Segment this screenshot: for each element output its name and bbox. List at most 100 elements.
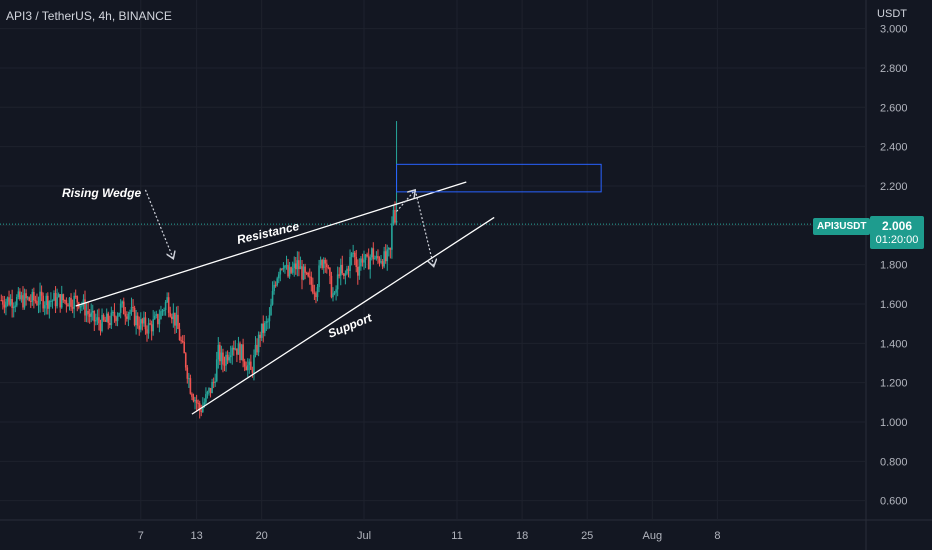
candle-body (133, 307, 136, 326)
candle-body (240, 344, 243, 361)
support-label: Support (326, 310, 375, 341)
price-tick-label: 2.600 (880, 102, 908, 114)
candle-body (254, 344, 257, 356)
candle-body (332, 293, 334, 298)
candle-body (202, 405, 204, 412)
currency-label[interactable]: USDT (877, 8, 907, 20)
last-price-badge: 2.006 01:20:00 (870, 216, 924, 249)
candle-body (274, 284, 277, 286)
candle-body (50, 300, 52, 302)
candle-body (305, 272, 308, 274)
candle-body (281, 268, 283, 270)
candle-body (175, 314, 178, 326)
candle-body (47, 295, 49, 309)
candle-body (343, 273, 345, 276)
candle-body (295, 263, 297, 270)
candle-body (372, 248, 375, 260)
candle-body (144, 317, 147, 330)
candle-body (361, 258, 364, 263)
candle-body (355, 256, 358, 268)
candle-body (9, 298, 12, 305)
pattern-pointer-arrow (144, 189, 173, 259)
candle-body (93, 311, 96, 322)
candle-body (339, 264, 342, 276)
candle-body (257, 334, 260, 353)
candle-body (357, 267, 359, 276)
candle-body (101, 314, 103, 331)
candle-body (186, 367, 189, 379)
candle-body (53, 293, 55, 301)
candle-body (250, 361, 252, 370)
candle-body (150, 324, 153, 332)
candle-body (271, 291, 274, 305)
candle-body (2, 300, 4, 305)
candle-body (135, 315, 137, 326)
candle-body (298, 260, 300, 270)
candle-body (377, 255, 379, 259)
candle-body (383, 251, 385, 267)
candle-body (178, 328, 181, 341)
candle-body (220, 352, 223, 362)
candle-body (56, 297, 58, 307)
candle-body (313, 292, 316, 294)
candle-body (330, 275, 333, 298)
candle-body (115, 317, 117, 322)
candle-body (225, 354, 227, 366)
candle-body (307, 272, 309, 277)
time-axis-ticks: 7 13 20 Jul 11 18 25 Aug 8 (138, 530, 721, 542)
candle-body (192, 396, 195, 402)
candle-body (237, 343, 240, 355)
candle-body (19, 291, 21, 300)
candle-body (203, 402, 206, 406)
candle-body (277, 274, 280, 279)
candle-body (324, 259, 327, 264)
candle-body (391, 223, 393, 250)
candle-body (321, 259, 323, 269)
candle-body (98, 317, 100, 324)
candle-body (33, 291, 35, 301)
candle-body (149, 323, 151, 325)
candle-body (184, 353, 187, 368)
candle-body (146, 329, 148, 334)
candle-body (206, 391, 209, 395)
candle-body (84, 299, 86, 316)
candle-body (67, 304, 69, 307)
target-zone-box (396, 163, 602, 193)
candle-body (22, 295, 24, 308)
candle-body (76, 296, 79, 303)
candle-body (181, 341, 184, 343)
price-tick-label: 1.200 (880, 378, 908, 390)
candle-body (90, 312, 92, 317)
candle-body (59, 294, 61, 308)
candle-body (6, 297, 9, 302)
price-tick-label: 3.000 (880, 24, 908, 36)
candle-body (25, 293, 27, 299)
candle-body (191, 393, 193, 397)
candle-body (147, 323, 150, 334)
candle-body (217, 344, 220, 360)
candle-body (226, 354, 229, 361)
candle-body (188, 378, 190, 380)
candle-body (91, 311, 94, 313)
time-tick-label: Jul (357, 530, 371, 542)
candle-body (364, 254, 367, 260)
candle-body (291, 268, 294, 273)
candle-body (341, 264, 344, 274)
candle-body (270, 304, 272, 316)
candle-body (23, 293, 26, 308)
candle-body (153, 315, 156, 320)
candle-body (163, 309, 165, 311)
candle-body (366, 254, 368, 257)
candle-body (248, 361, 251, 366)
symbol-title[interactable]: API3 / TetherUS, 4h, BINANCE (6, 9, 172, 23)
candle-body (194, 399, 196, 402)
candle-body (349, 257, 351, 272)
candle-body (380, 261, 382, 263)
candle-body (344, 273, 347, 276)
candle-body (256, 344, 258, 353)
candle-body (222, 352, 224, 365)
candle-body (155, 314, 158, 316)
candle-body (136, 315, 139, 326)
